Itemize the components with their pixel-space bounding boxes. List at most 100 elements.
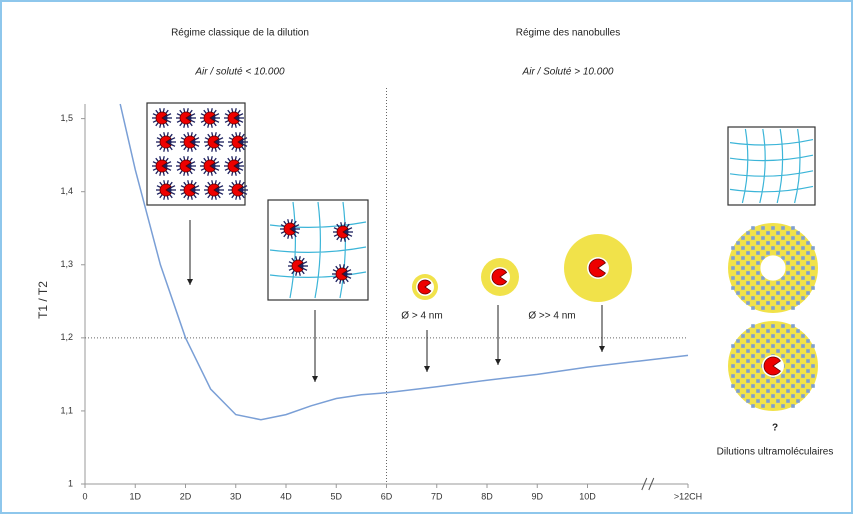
bubble-cell	[751, 354, 755, 358]
bubble-cell	[776, 231, 780, 235]
bubble-cell	[806, 349, 810, 353]
bubble-cell	[766, 339, 770, 343]
bubble-cell	[786, 389, 790, 393]
bubble-cell	[811, 246, 815, 250]
bubble-cell	[786, 349, 790, 353]
bubble-cell	[746, 349, 750, 353]
y-tick-label: 1,5	[60, 113, 73, 123]
bubble-cell	[736, 251, 740, 255]
bubble-cell	[796, 329, 800, 333]
bubble-cell	[741, 374, 745, 378]
x-tick-label: 1D	[129, 491, 141, 501]
bubble-cell	[761, 246, 765, 250]
size-label: Ø > 4 nm	[401, 311, 442, 322]
bubble-cell	[791, 286, 795, 290]
bubble-cell	[806, 271, 810, 275]
bubble-cell	[756, 231, 760, 235]
bubble-cell	[751, 306, 755, 310]
bubble-cell	[811, 256, 815, 260]
bubble-cell	[801, 256, 805, 260]
bubble-cell	[771, 344, 775, 348]
bubble-cell	[811, 364, 815, 368]
bubble-cell	[751, 266, 755, 270]
bubble-cell	[806, 369, 810, 373]
bubble-cell	[801, 374, 805, 378]
bubble-cell	[746, 231, 750, 235]
bubble-cell	[751, 394, 755, 398]
bubble-cell	[771, 226, 775, 230]
bubble-cell	[801, 394, 805, 398]
bubble-cell	[801, 266, 805, 270]
x-tick-label: 3D	[230, 491, 242, 501]
bubble-cell	[801, 246, 805, 250]
bubble-cell	[791, 364, 795, 368]
bubble-cell	[786, 399, 790, 403]
bubble-cell	[786, 379, 790, 383]
bubble-cell	[791, 394, 795, 398]
bubble-cell	[781, 236, 785, 240]
bubble-cell	[781, 394, 785, 398]
bubble-cell	[791, 324, 795, 328]
bubble-cell	[731, 286, 735, 290]
bubble-cell	[786, 261, 790, 265]
bubble-cell	[756, 339, 760, 343]
x-tick-label: 7D	[431, 491, 443, 501]
bubble-cell	[736, 261, 740, 265]
bubble-cell	[781, 404, 785, 408]
y-tick-label: 1,2	[60, 332, 73, 342]
bubble-cell	[776, 281, 780, 285]
y-tick-label: 1,3	[60, 259, 73, 269]
bubble-cell	[761, 306, 765, 310]
bubble-cell	[746, 241, 750, 245]
bubble-cell	[751, 256, 755, 260]
bubble-cell	[791, 354, 795, 358]
x-tick-label: 4D	[280, 491, 292, 501]
bubble-cell	[741, 334, 745, 338]
bubble-cell	[761, 226, 765, 230]
bubble-cell	[741, 364, 745, 368]
bubble-cell	[781, 286, 785, 290]
bubble-cell	[756, 329, 760, 333]
bubble-cell	[791, 404, 795, 408]
bubble-cell	[791, 246, 795, 250]
bubble-cell	[791, 236, 795, 240]
bubble-cell	[786, 359, 790, 363]
bubble-cell	[776, 389, 780, 393]
bubble-cell	[746, 369, 750, 373]
bubble-cell	[736, 241, 740, 245]
bubble-cell	[771, 324, 775, 328]
bubble-cell	[786, 369, 790, 373]
bubble-cell	[756, 389, 760, 393]
regime-ratio: Air / Soluté > 10.000	[522, 67, 614, 78]
bubble-cell	[796, 349, 800, 353]
bubble-cell	[751, 344, 755, 348]
bubble-cell	[796, 281, 800, 285]
bubble-cell	[766, 291, 770, 295]
bubble-cell	[786, 291, 790, 295]
bubble-cell	[741, 266, 745, 270]
bubble-cell	[756, 281, 760, 285]
bubble-cell	[746, 389, 750, 393]
regime-ratio: Air / soluté < 10.000	[194, 67, 285, 78]
bubble-cell	[741, 354, 745, 358]
bubble-cell	[806, 251, 810, 255]
illustration-box	[728, 127, 815, 205]
bubble-cell	[781, 306, 785, 310]
bubble-cell	[786, 231, 790, 235]
bubble-cell	[801, 354, 805, 358]
bubble-cell	[761, 374, 765, 378]
bubble-cell	[776, 291, 780, 295]
bubble-cell	[756, 399, 760, 403]
bubble-cell	[731, 266, 735, 270]
bubble-cell	[791, 266, 795, 270]
bubble-cell	[811, 354, 815, 358]
bubble-cell	[756, 349, 760, 353]
bubble-cell	[761, 344, 765, 348]
bubble-cell	[736, 271, 740, 275]
bubble-cell	[741, 394, 745, 398]
bubble-cell	[756, 359, 760, 363]
bubble-cell	[781, 384, 785, 388]
bubble-cell	[786, 281, 790, 285]
bubble-cell	[746, 281, 750, 285]
bubble-cell	[766, 251, 770, 255]
